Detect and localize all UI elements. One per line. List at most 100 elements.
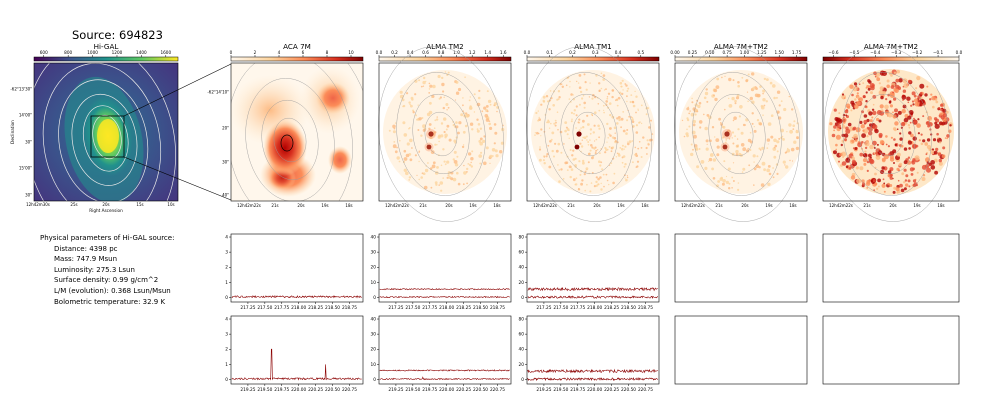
colorbar-3 (378, 56, 512, 62)
map-x-tick-label: 19s (321, 203, 328, 208)
colorbar-tick-label: −0.6 (828, 50, 839, 55)
zoom-connector (123, 63, 232, 201)
spectrum-frame (378, 315, 512, 385)
colorbar-tick-label: −0.1 (933, 50, 944, 55)
map-y-tick-label: 20" (222, 126, 229, 131)
spectrum-x-tick-label: 219.25 (388, 387, 403, 393)
map-frame (33, 62, 179, 202)
spectrum-x-tick-label: 219.75 (570, 387, 585, 393)
spectrum-series-1 (231, 295, 362, 299)
spectrum-y-tick-label: 20 (371, 347, 377, 353)
spectrum-x-tick-label: 219.75 (274, 387, 289, 393)
aca-map (231, 63, 363, 201)
spectrum-y-tick-label: 0 (521, 377, 524, 383)
colorbar-tick-label: 1.75 (792, 50, 802, 55)
spectrum-y-tick-label: 60 (519, 250, 525, 256)
spectrum-x-tick-label: 217.75 (422, 305, 437, 311)
spectrum-x-tick-label: 218.50 (325, 305, 340, 311)
colorbar-tick-label: 1.50 (775, 50, 785, 55)
map-y-tick-label: 40" (222, 193, 229, 198)
spectrum-y-tick-label: 40 (371, 235, 377, 241)
spectrum-panels: 217.25 217.50 217.75 218.00 218.25 218.50 218.… (225, 233, 960, 393)
spectrum-y-tick-label: 20 (519, 362, 525, 368)
spectrum-x-tick-label: 219.50 (553, 387, 568, 393)
spectrum-x-tick-label: 220.00 (291, 387, 306, 393)
map-title-4: ALMA TM1 (574, 42, 612, 51)
spectrum-series-1 (379, 369, 510, 372)
map-x-tick-label: 21s (567, 203, 574, 208)
spectrum-x-tick-label: 217.75 (570, 305, 585, 311)
map-frame (526, 62, 660, 202)
spectrum-series-1 (527, 286, 658, 292)
map-x-tick-label: 19s (617, 203, 624, 208)
spectrum-frame (674, 233, 808, 303)
spectrum-x-tick-label: 220.75 (638, 387, 653, 393)
spectrum-y-tick-label: 30 (371, 250, 377, 256)
spectrum-y-tick-label: 0 (373, 295, 376, 301)
physical-parameters: Physical parameters of Hi-GAL source: Di… (40, 233, 174, 307)
map-x-tick-label: 20s (593, 203, 600, 208)
map-title-1: Hi-GAL (94, 42, 119, 51)
colorbar-1 (33, 56, 179, 62)
map-y-tick-label: 15'00" (19, 166, 32, 171)
noise-speckle (388, 71, 505, 192)
map-panel-1: Hi-GAL 600 800 1000 1200 1400 1600 12h42m30s 25s… (10, 42, 179, 213)
colorbar-tick-label: 1.4 (484, 50, 491, 55)
map-x-tick-label: 10s (167, 202, 174, 207)
spectrum-x-tick-label: 217.25 (536, 305, 551, 311)
higal-map (34, 63, 178, 201)
colorbar-tick-label: 0.3 (592, 50, 599, 55)
map-x-tick-label: 15s (136, 202, 143, 207)
spectrum-y-tick-label: 10 (371, 362, 377, 368)
spectrum-frame (230, 233, 364, 303)
spectrum-series-1 (379, 288, 510, 291)
map-x-tick-label: 20s (297, 203, 304, 208)
colorbar-tick-label: −0.4 (870, 50, 881, 55)
spectrum-x-tick-label: 220.00 (439, 387, 454, 393)
colorbar-tick-label: 0.6 (422, 50, 429, 55)
map-y-tick-label: 14'00" (19, 113, 32, 118)
spectrum-frame (526, 233, 660, 303)
spectrum-y-tick-label: 2 (225, 347, 228, 353)
map-frame (822, 62, 960, 202)
colorbar-2 (230, 56, 364, 62)
spectrum-x-tick-label: 220.50 (621, 387, 636, 393)
colorbar-tick-label: 1.25 (757, 50, 767, 55)
spectrum-x-tick-label: 219.25 (536, 387, 551, 393)
map-x-tick-label: 21s (715, 203, 722, 208)
map-x-tick-label: 18s (493, 203, 500, 208)
spectrum-y-tick-label: 40 (519, 265, 525, 271)
colorbar-tick-label: 0.1 (546, 50, 553, 55)
spectrum-x-tick-label: 217.50 (405, 305, 420, 311)
colorbar-tick-label: 0.0 (376, 50, 383, 55)
spectrum-series-2 (379, 295, 510, 299)
colorbar-tick-label: 0.25 (688, 50, 698, 55)
colorbar-tick-label: 0.4 (407, 50, 414, 55)
compact-source (574, 144, 580, 150)
map-x-tick-label: 18s (937, 203, 944, 208)
colorbar-tick-label: 0.00 (670, 50, 680, 55)
map-x-tick-label: 19s (469, 203, 476, 208)
spectrum-x-tick-label: 219.25 (240, 387, 255, 393)
map-y-tick-label: -62°14'10" (207, 90, 229, 95)
param-bolometric-temperature: Bolometric temperature: 32.9 K (54, 297, 166, 306)
spectrum-frame (822, 315, 960, 385)
map-x-tick-label: 19s (765, 203, 772, 208)
colorbar-tick-label: 1.2 (469, 50, 476, 55)
map-x-tick-label: 20s (889, 203, 896, 208)
map-frame (378, 62, 512, 202)
colorbar-tick-label: 0.5 (637, 50, 644, 55)
spectrum-y-tick-label: 4 (225, 235, 228, 241)
spectrum-frame (822, 233, 960, 303)
colorbar-tick-label: 4 (278, 50, 281, 55)
compact-source (724, 131, 730, 137)
map-x-axis-label: Right Ascension (89, 208, 123, 213)
source-title: Source: 694823 (72, 28, 163, 42)
colorbar-tick-label: 1200 (112, 50, 123, 55)
primary-beam (679, 70, 803, 194)
spectrum-panel-r2-c4 (674, 315, 808, 385)
colorbar-tick-label: 0.50 (705, 50, 715, 55)
spectrum-x-tick-label: 218.75 (490, 305, 505, 311)
map-y-tick-label: 30" (222, 160, 229, 165)
